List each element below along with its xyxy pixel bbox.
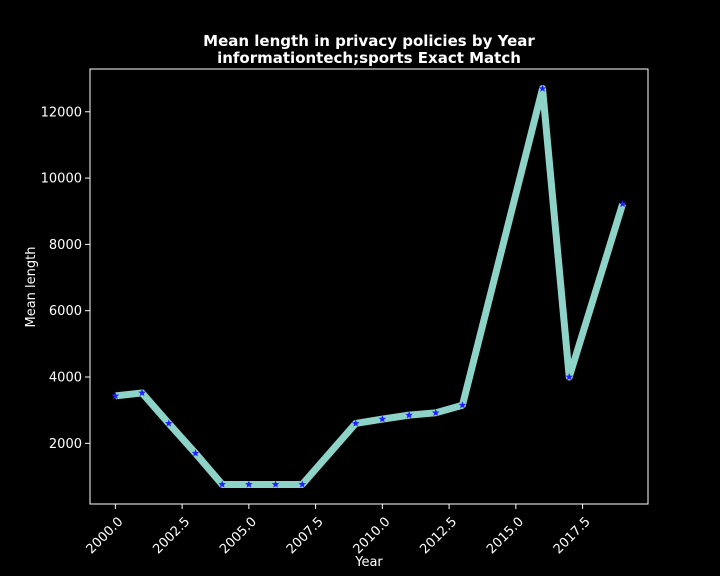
chart-subtitle: informationtech;sports Exact Match — [217, 49, 521, 67]
data-point-marker — [218, 480, 226, 488]
data-point-marker — [405, 411, 413, 419]
y-tick-label: 8000 — [49, 238, 82, 253]
data-point-marker — [138, 388, 146, 397]
y-tick-label: 4000 — [49, 371, 82, 386]
y-tick-label: 12000 — [41, 105, 82, 120]
y-axis: 2000 4000 6000 8000 10000 12000 — [41, 105, 90, 452]
data-point-marker — [458, 401, 467, 409]
y-tick-label: 6000 — [49, 304, 82, 319]
y-axis-label: Mean length — [24, 247, 39, 328]
data-point-marker — [245, 480, 253, 488]
series-layer — [111, 84, 627, 488]
y-tick-label: 10000 — [41, 172, 82, 187]
data-point-marker — [538, 84, 547, 92]
chart-title: Mean length in privacy policies by Year — [203, 32, 535, 50]
x-axis-label: Year — [354, 555, 383, 570]
data-point-marker — [111, 391, 120, 400]
data-point-marker — [164, 419, 173, 427]
data-point-marker — [298, 480, 307, 488]
data-point-marker — [378, 415, 387, 423]
data-point-marker — [618, 199, 627, 208]
data-point-marker — [191, 449, 200, 457]
plot-area-frame — [89, 68, 649, 505]
y-tick-label: 2000 — [49, 437, 82, 452]
data-point-marker — [431, 408, 440, 417]
data-point-marker — [565, 373, 574, 381]
data-point-marker — [271, 480, 280, 488]
series-line — [114, 85, 626, 488]
data-point-marker — [351, 419, 360, 427]
